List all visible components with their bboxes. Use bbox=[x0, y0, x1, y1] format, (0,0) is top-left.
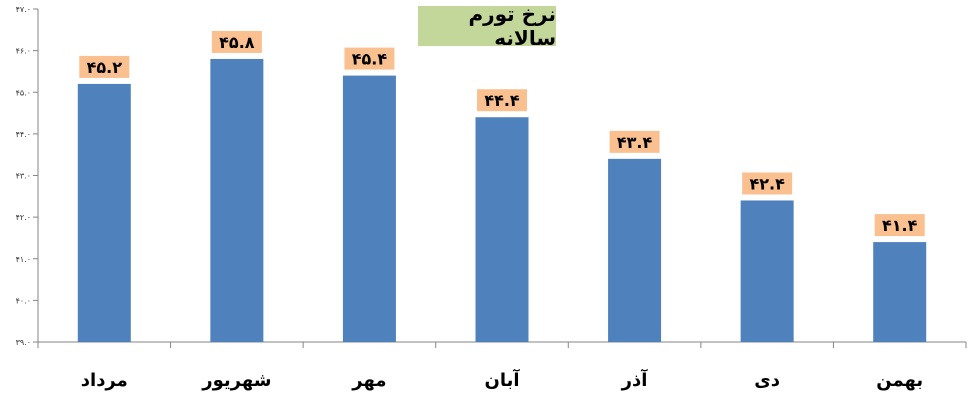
data-label: ۴۵.۲ bbox=[79, 55, 130, 78]
y-tick-label: ۴۳.۰ bbox=[16, 172, 31, 181]
data-label: ۴۳.۴ bbox=[609, 130, 660, 153]
data-label-text: ۴۳.۴ bbox=[617, 133, 653, 152]
data-label: ۴۲.۴ bbox=[742, 172, 793, 195]
x-tick-label: مرداد bbox=[81, 370, 128, 391]
data-label: ۴۱.۴ bbox=[874, 214, 925, 237]
x-tick-label: آبان bbox=[484, 368, 520, 391]
x-tick-label: آذر bbox=[621, 368, 649, 391]
y-tick-label: ۴۶.۰ bbox=[16, 47, 31, 56]
data-label-bg bbox=[609, 130, 660, 153]
data-label: ۴۵.۴ bbox=[344, 47, 395, 70]
data-label-text: ۴۵.۸ bbox=[219, 33, 255, 52]
data-label-text: ۴۵.۴ bbox=[352, 50, 388, 69]
bar bbox=[210, 58, 264, 342]
data-label-bg bbox=[211, 30, 262, 53]
y-tick-label: ۴۰.۰ bbox=[16, 296, 31, 305]
y-tick-label: ۴۵.۰ bbox=[16, 88, 31, 97]
chart-title: نرخ تورم سالانه bbox=[418, 2, 556, 50]
x-tick-label: بهمن bbox=[876, 370, 923, 391]
x-tick-label: دی bbox=[754, 370, 780, 391]
y-tick-label: ۴۱.۰ bbox=[16, 255, 31, 264]
bar bbox=[77, 83, 131, 343]
y-tick-label: ۴۲.۰ bbox=[16, 213, 31, 222]
data-label-bg bbox=[477, 89, 527, 112]
bar bbox=[475, 117, 529, 342]
data-label: ۴۴.۴ bbox=[477, 89, 527, 112]
data-label-bg bbox=[874, 214, 925, 237]
data-label-text: ۴۱.۴ bbox=[882, 216, 918, 235]
bar bbox=[608, 158, 662, 342]
bar bbox=[873, 242, 927, 342]
data-label: ۴۵.۸ bbox=[211, 30, 262, 53]
data-label-bg bbox=[742, 172, 793, 195]
data-label-text: ۴۵.۲ bbox=[87, 58, 123, 77]
data-label-text: ۴۴.۴ bbox=[484, 91, 520, 110]
data-label-bg bbox=[79, 55, 130, 78]
y-tick-label: ۳۹.۰ bbox=[16, 338, 31, 347]
y-tick-label: ۴۴.۰ bbox=[16, 130, 31, 139]
x-tick-label: شهریور bbox=[201, 370, 271, 391]
data-label-text: ۴۲.۴ bbox=[749, 174, 785, 193]
x-tick-label: مهر bbox=[351, 370, 386, 391]
bar bbox=[342, 75, 396, 342]
data-label-bg bbox=[344, 47, 395, 70]
bar bbox=[740, 200, 794, 342]
y-tick-label: ۴۷.۰ bbox=[16, 5, 31, 14]
